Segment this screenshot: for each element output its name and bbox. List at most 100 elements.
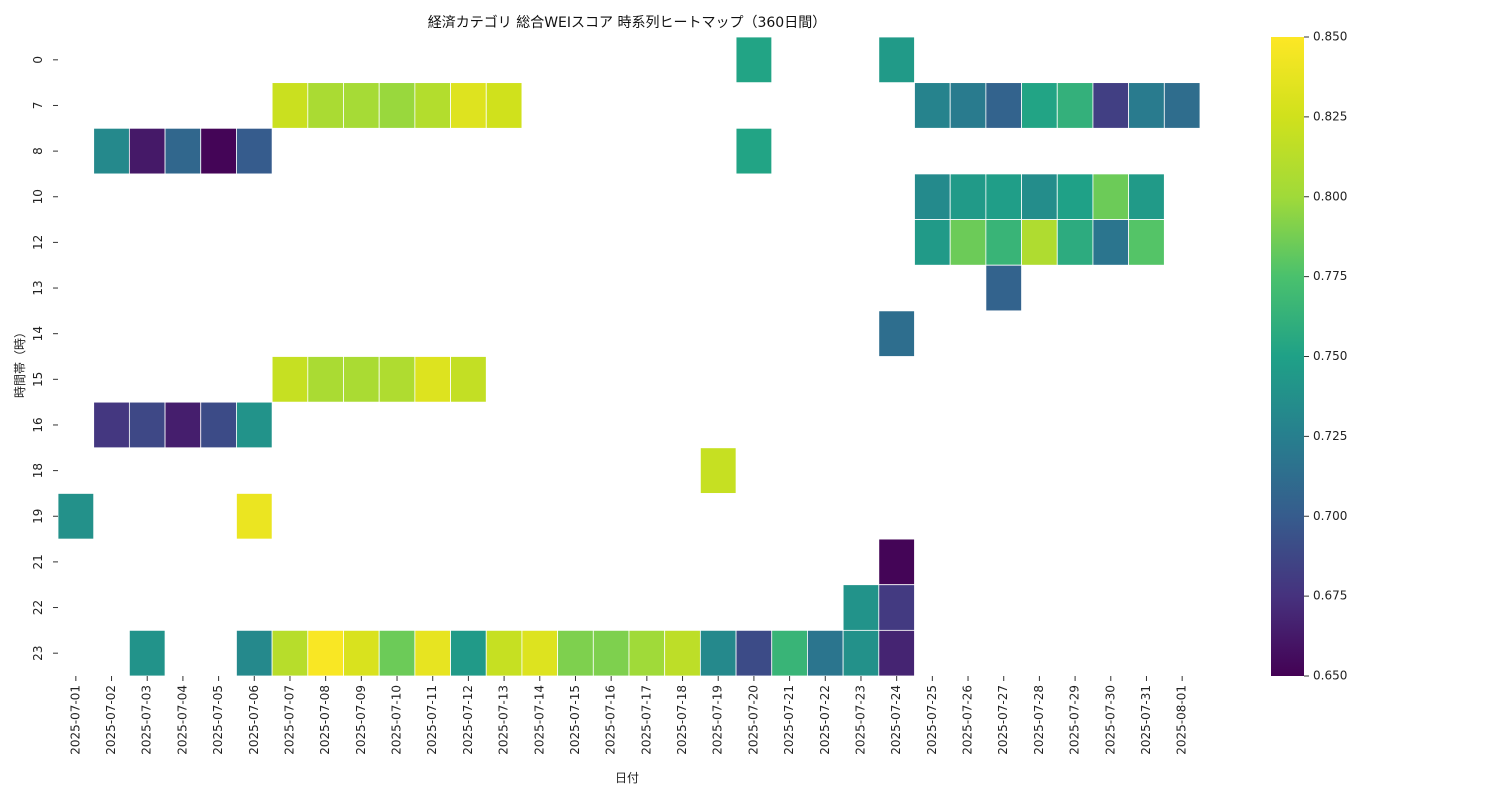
y-tick-label: 13 [31,280,45,295]
y-tick-label: 12 [31,235,45,250]
y-tick-label: 18 [31,463,45,478]
heatmap-cell [1128,82,1165,129]
x-tick-label: 2025-07-11 [425,685,439,755]
heatmap-cell [343,629,380,677]
heatmap-cell [307,629,344,677]
heatmap-cell [1092,82,1130,129]
colorbar-tick-label: 0.675 [1313,589,1347,603]
x-tick-label: 2025-07-17 [639,685,653,755]
heatmap-cell [128,127,166,175]
heatmap-cell [236,127,273,175]
y-tick-label: 7 [31,102,45,110]
heatmap-cell [236,629,273,677]
x-tick-label: 2025-07-14 [532,685,546,755]
heatmap-cell [1021,219,1058,266]
colorbar-tick-label: 0.700 [1313,509,1347,523]
x-tick-label: 2025-07-06 [247,685,261,755]
heatmap-cell [414,629,451,677]
heatmap-cell [985,173,1022,220]
heatmap-cell [521,629,559,677]
y-tick-label: 16 [31,417,45,432]
colorbar-tick-label: 0.650 [1313,669,1347,683]
heatmap-cell [93,127,130,175]
heatmap-cell [735,36,773,84]
heatmap-cell [450,82,487,129]
x-tick-label: 2025-07-09 [354,685,368,755]
heatmap-cell [1128,173,1165,220]
colorbar-tick-label: 0.725 [1313,429,1347,443]
heatmap-cell [236,493,273,540]
heatmap-cell [1092,219,1130,266]
x-tick-label: 2025-07-05 [211,685,225,755]
x-tick-label: 2025-07-18 [675,685,689,755]
x-tick-label: 2025-07-25 [925,685,939,755]
heatmap-cell [1056,82,1094,129]
heatmap-cell [485,82,523,129]
heatmap-cell [592,629,630,677]
colorbar-tick-label: 0.775 [1313,269,1347,283]
y-tick-label: 0 [31,56,45,64]
heatmap-cell [307,356,344,403]
heatmap-cell [557,629,594,677]
x-axis-ticks: 2025-07-01 2025-07-02 2025-07-03 2025-07-04… [68,676,1189,755]
y-tick-label: 15 [31,372,45,387]
colorbar-tick-label: 0.800 [1313,189,1347,203]
heatmap-cell [485,629,523,677]
x-axis-title: 日付 [615,771,639,785]
y-tick-label: 19 [31,509,45,524]
heatmap-cell [271,356,309,403]
heatmap-cell [450,629,487,677]
heatmap-cell [914,219,951,266]
heatmap-cell [735,629,773,677]
y-axis-ticks: 0 7 8 10 12 13 14 15 16 18 19 21 22 23 [31,56,58,661]
heatmap-cell [1163,82,1201,129]
heatmap-cell [200,127,237,175]
heatmap-cell [1056,173,1094,220]
heatmap-cell [735,127,773,175]
heatmap-cell [378,629,416,677]
colorbar [1271,37,1304,676]
x-tick-label: 2025-07-15 [568,685,582,755]
x-tick-label: 2025-07-23 [853,685,867,755]
heatmap-cell [985,82,1022,129]
heatmap-cell [842,584,880,631]
x-tick-label: 2025-07-20 [746,685,760,755]
heatmap-cell [878,310,915,357]
heatmap-cell [450,356,487,403]
x-tick-label: 2025-07-29 [1068,685,1082,755]
y-tick-label: 21 [31,554,45,569]
heatmap-cell [985,264,1022,312]
colorbar-tick-label: 0.825 [1313,109,1347,123]
x-tick-label: 2025-07-01 [68,685,82,755]
heatmap-cell [878,36,915,84]
heatmap-cell [1056,219,1094,266]
y-tick-label: 10 [31,189,45,204]
heatmap-cell [699,447,737,494]
chart-title: 経済カテゴリ 総合WEIスコア 時系列ヒートマップ（360日間） [428,14,826,31]
heatmap-cell [343,356,380,403]
heatmap-cell [664,629,701,677]
y-axis-title: 時間帯（時） [13,326,27,398]
heatmap-cell [414,82,451,129]
x-tick-label: 2025-07-03 [140,685,154,755]
y-tick-label: 8 [31,147,45,155]
heatmap-cell [128,401,166,449]
heatmap-cell [878,538,915,586]
heatmap-cell [914,173,951,220]
heatmap-cell [271,629,309,677]
heatmap-cell [949,82,987,129]
heatmap-cell [1128,219,1165,266]
heatmap-cell [164,127,202,175]
colorbar-tick-label: 0.750 [1313,349,1347,363]
x-tick-label: 2025-07-27 [996,685,1010,755]
y-tick-label: 23 [31,646,45,661]
x-tick-label: 2025-07-02 [104,685,118,755]
heatmap-cells [57,36,1201,677]
x-tick-label: 2025-07-07 [282,685,296,755]
x-tick-label: 2025-07-08 [318,685,332,755]
x-tick-label: 2025-07-13 [497,685,511,755]
heatmap-cell [878,584,915,631]
heatmap-cell [271,82,309,129]
x-tick-label: 2025-07-19 [711,685,725,755]
heatmap-cell [307,82,344,129]
